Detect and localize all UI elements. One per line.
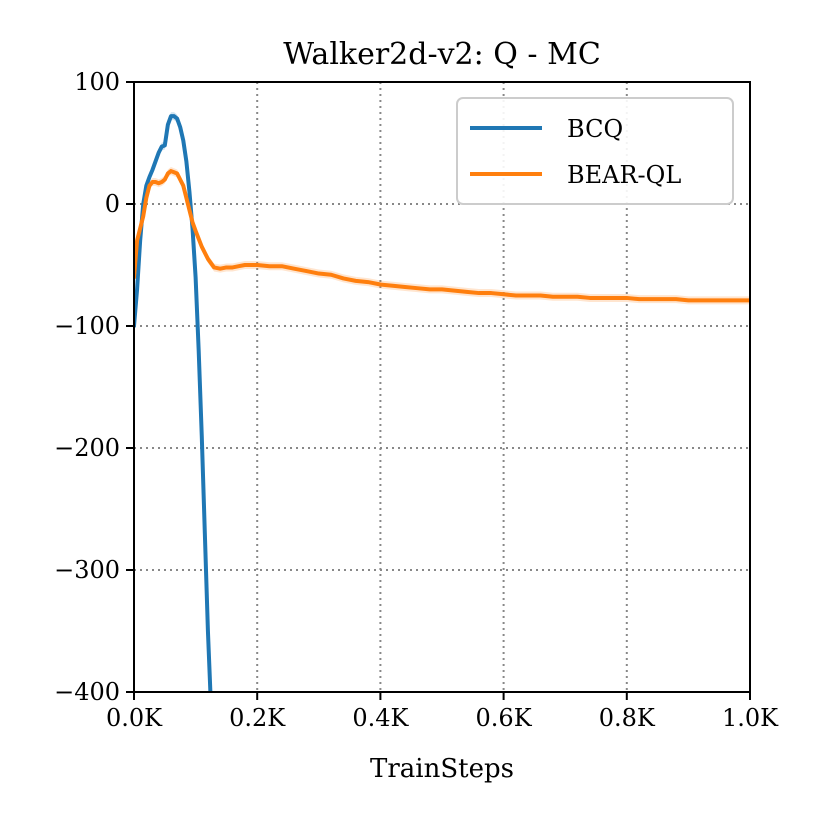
- x-tick-label: 0.6K: [476, 704, 533, 732]
- y-tick-label: −100: [54, 312, 120, 340]
- series-line-bear-ql: [134, 169, 750, 303]
- y-axis-ticks: 100 0 −100 −200 −300 −400: [54, 68, 134, 706]
- y-tick-label: 100: [74, 68, 120, 96]
- legend-label-bear-ql: BEAR-QL: [567, 161, 681, 189]
- x-tick-label: 0.2K: [229, 704, 286, 732]
- x-tick-label: 0.0K: [106, 704, 163, 732]
- plot-frame: [133, 81, 751, 693]
- x-axis-ticks: 0.0K 0.2K 0.4K 0.6K 0.8K 1.0K: [106, 692, 779, 732]
- series-lines: [134, 114, 750, 692]
- y-tick-label: 0: [105, 190, 120, 218]
- x-axis-label: TrainSteps: [370, 754, 514, 784]
- band-bear-ql: [134, 167, 750, 305]
- legend-box: [456, 97, 734, 205]
- chart-title: Walker2d-v2: Q - MC: [283, 37, 601, 72]
- y-tick-label: −300: [54, 556, 120, 584]
- legend-label-bcq: BCQ: [567, 115, 623, 143]
- legend: BCQ BEAR-QL: [456, 97, 734, 205]
- x-tick-label: 0.4K: [352, 704, 409, 732]
- grid-lines: [134, 82, 750, 692]
- series-line-bcq: [134, 114, 213, 692]
- y-tick-label: −400: [54, 678, 120, 706]
- x-tick-label: 0.8K: [599, 704, 656, 732]
- confidence-bands: [134, 112, 750, 692]
- y-tick-label: −200: [54, 434, 120, 462]
- x-tick-label: 1.0K: [722, 704, 779, 732]
